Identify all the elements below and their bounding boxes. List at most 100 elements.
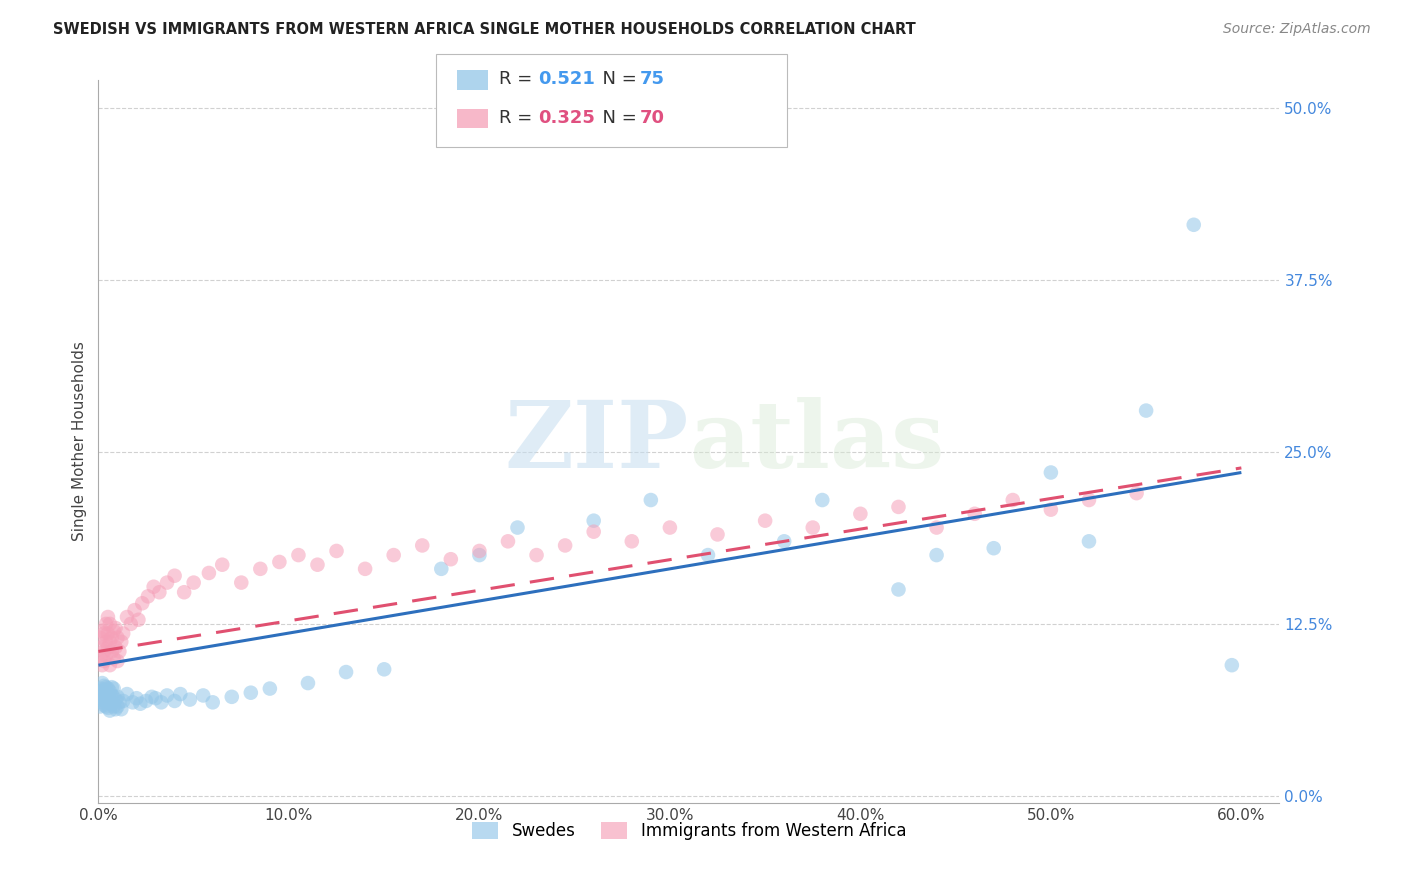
Point bbox=[91, 686, 114, 700]
Point bbox=[249, 562, 271, 576]
Point bbox=[89, 690, 111, 704]
Point bbox=[554, 538, 576, 552]
Point bbox=[93, 679, 115, 693]
Point bbox=[115, 687, 138, 701]
Point bbox=[887, 582, 910, 597]
Point bbox=[1078, 493, 1101, 508]
Point bbox=[706, 527, 728, 541]
Point bbox=[811, 493, 834, 508]
Point bbox=[94, 690, 117, 704]
Point bbox=[91, 676, 114, 690]
Point bbox=[1078, 534, 1101, 549]
Point bbox=[98, 634, 121, 648]
Point bbox=[91, 640, 114, 655]
Point bbox=[468, 544, 491, 558]
Point bbox=[163, 694, 186, 708]
Point bbox=[97, 610, 120, 624]
Point bbox=[148, 585, 170, 599]
Point bbox=[1001, 493, 1024, 508]
Point bbox=[94, 680, 117, 694]
Point bbox=[307, 558, 329, 572]
Point bbox=[89, 651, 111, 665]
Point bbox=[697, 548, 720, 562]
Point bbox=[100, 689, 122, 703]
Point bbox=[201, 695, 224, 709]
Point bbox=[179, 692, 201, 706]
Point bbox=[211, 558, 233, 572]
Point bbox=[103, 651, 125, 665]
Y-axis label: Single Mother Households: Single Mother Households bbox=[72, 342, 87, 541]
Text: Source: ZipAtlas.com: Source: ZipAtlas.com bbox=[1223, 22, 1371, 37]
Point bbox=[198, 566, 221, 580]
Text: R =: R = bbox=[499, 70, 538, 88]
Point bbox=[110, 702, 132, 716]
Point bbox=[108, 644, 131, 658]
Point bbox=[430, 562, 453, 576]
Point bbox=[156, 575, 179, 590]
Point bbox=[506, 520, 529, 534]
Point bbox=[98, 658, 121, 673]
Point bbox=[100, 697, 122, 711]
Point bbox=[97, 687, 120, 701]
Point bbox=[297, 676, 319, 690]
Point bbox=[112, 694, 135, 708]
Point bbox=[468, 548, 491, 562]
Point bbox=[124, 603, 146, 617]
Text: ZIP: ZIP bbox=[505, 397, 689, 486]
Point bbox=[120, 616, 142, 631]
Text: N =: N = bbox=[591, 109, 643, 127]
Point bbox=[231, 575, 253, 590]
Point bbox=[91, 658, 114, 673]
Point bbox=[93, 698, 115, 712]
Point bbox=[411, 538, 433, 552]
Point bbox=[112, 626, 135, 640]
Point bbox=[129, 697, 152, 711]
Point bbox=[142, 580, 165, 594]
Point bbox=[93, 682, 115, 697]
Point bbox=[103, 681, 125, 696]
Point bbox=[221, 690, 243, 704]
Point bbox=[97, 640, 120, 655]
Point bbox=[269, 555, 291, 569]
Point bbox=[100, 644, 122, 658]
Point bbox=[127, 613, 149, 627]
Point bbox=[754, 514, 776, 528]
Point bbox=[94, 648, 117, 663]
Point bbox=[89, 699, 111, 714]
Point bbox=[93, 691, 115, 706]
Point bbox=[107, 690, 129, 704]
Point bbox=[91, 692, 114, 706]
Text: 0.325: 0.325 bbox=[538, 109, 595, 127]
Point bbox=[156, 689, 179, 703]
Point bbox=[496, 534, 519, 549]
Point bbox=[145, 691, 167, 706]
Point bbox=[108, 695, 131, 709]
Point bbox=[141, 690, 163, 704]
Point bbox=[93, 654, 115, 668]
Point bbox=[91, 624, 114, 638]
Text: R =: R = bbox=[499, 109, 538, 127]
Text: N =: N = bbox=[591, 70, 643, 88]
Point bbox=[135, 694, 157, 708]
Text: 75: 75 bbox=[640, 70, 665, 88]
Point bbox=[125, 691, 148, 706]
Point bbox=[103, 624, 125, 638]
Point bbox=[97, 695, 120, 709]
Point bbox=[98, 704, 121, 718]
Point bbox=[582, 524, 605, 539]
Text: 70: 70 bbox=[640, 109, 665, 127]
Point bbox=[103, 699, 125, 714]
Point bbox=[193, 689, 215, 703]
Point bbox=[239, 686, 262, 700]
Point bbox=[849, 507, 872, 521]
Point bbox=[121, 695, 143, 709]
Point bbox=[91, 684, 114, 698]
Point bbox=[1182, 218, 1205, 232]
Point bbox=[925, 548, 948, 562]
Point bbox=[100, 631, 122, 645]
Point bbox=[620, 534, 643, 549]
Point bbox=[93, 689, 115, 703]
Point bbox=[163, 568, 186, 582]
Point bbox=[104, 621, 127, 635]
Point bbox=[801, 520, 824, 534]
